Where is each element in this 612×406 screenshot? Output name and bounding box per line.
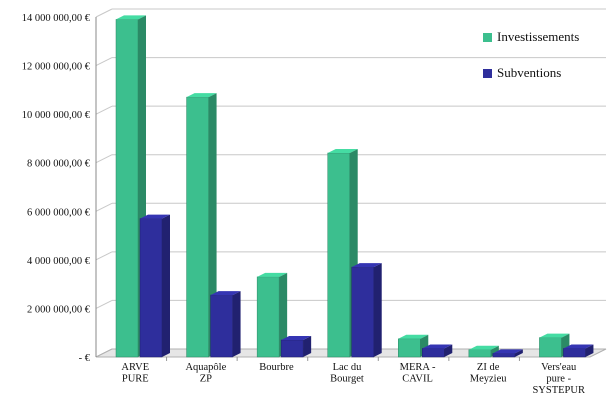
- x-tick-label: ZI de Meyzieu: [470, 362, 507, 385]
- bar-side: [585, 344, 594, 357]
- y-tick-labels: - € 2 000 000,00 € 4 000 000,00 € 6 000 000…: [22, 13, 91, 364]
- bar-front: [327, 152, 350, 358]
- bar-front: [422, 348, 445, 358]
- bar-side: [208, 93, 217, 358]
- bar-subventions-5: [492, 349, 523, 358]
- x-tick-label: MERA -CAVIL: [400, 362, 436, 385]
- bar-top: [351, 263, 382, 268]
- bar-top: [140, 214, 170, 219]
- bar-side: [303, 336, 312, 357]
- bar-front: [563, 348, 586, 358]
- bar-subventions-2: [280, 336, 312, 358]
- bar-front: [398, 338, 421, 358]
- bar-front: [351, 266, 374, 358]
- legend-swatch: [483, 33, 492, 42]
- bar-subventions-3: [351, 263, 382, 358]
- bar-top: [539, 333, 570, 338]
- bar-subventions-6: [563, 344, 594, 358]
- gridline-depth: [95, 8, 113, 18]
- x-tick-label: Lac du Bourget: [330, 362, 364, 385]
- bar-front: [280, 339, 304, 358]
- bar-front: [186, 96, 209, 358]
- bar-top: [492, 349, 523, 354]
- bar-front: [139, 218, 163, 358]
- bar-top: [563, 344, 594, 349]
- bar-investissements-2: [256, 272, 288, 358]
- bar-side: [162, 214, 170, 357]
- gridline-depth: [95, 251, 113, 261]
- bar-front: [115, 19, 139, 358]
- bar-investissements-1: [186, 93, 217, 358]
- y-tick-label: - €: [79, 353, 91, 364]
- bar-side: [279, 272, 288, 357]
- bar-subventions-0: [139, 214, 170, 358]
- gridline-depth: [95, 202, 113, 212]
- bar-top: [281, 336, 312, 340]
- bar-subventions-4: [422, 344, 453, 358]
- y-tick-label: 4 000 000,00 €: [27, 256, 91, 267]
- x-tick-labels: ARVE PURE Aquapôle ZP Bourbre Lac du Bourget ME…: [121, 362, 585, 396]
- y-tick-label: 12 000 000,00 €: [22, 62, 91, 73]
- legend-label: Subventions: [497, 65, 561, 80]
- bar-side: [444, 344, 453, 357]
- bar-side: [373, 263, 382, 357]
- x-tick-label: Bourbre: [259, 362, 294, 373]
- gridline-depth: [95, 154, 113, 164]
- bar-top: [468, 345, 499, 350]
- bar-top: [257, 272, 288, 277]
- gridline-depth: [95, 105, 113, 115]
- x-tick-label: Aquapôle ZP: [185, 362, 226, 385]
- y-tick-label: 6 000 000,00 €: [27, 207, 91, 218]
- x-tick-label: Vers'eau pure -SYSTEPUR: [532, 362, 585, 396]
- bar-top: [327, 149, 358, 153]
- gridline-depth: [95, 57, 113, 67]
- legend: Investissements Subventions: [483, 29, 579, 80]
- bar-top: [210, 291, 241, 296]
- bar-front: [539, 337, 562, 358]
- legend-label: Investissements: [497, 29, 579, 44]
- legend-swatch: [483, 69, 492, 78]
- bar-top: [398, 334, 429, 339]
- bar-top: [422, 344, 453, 349]
- y-tick-label: 2 000 000,00 €: [27, 304, 91, 315]
- bar-front: [210, 294, 233, 358]
- bar-side: [514, 349, 523, 357]
- y-tick-label: 8 000 000,00 €: [27, 159, 91, 170]
- gridline-depth: [95, 299, 113, 309]
- y-tick-label: 10 000 000,00 €: [22, 110, 91, 121]
- bar-top: [186, 93, 217, 98]
- bar-front: [256, 276, 280, 358]
- bar-front: [492, 353, 516, 358]
- bar-subventions-1: [210, 291, 241, 358]
- x-tick-label: ARVE PURE: [121, 362, 149, 385]
- y-tick-label: 14 000 000,00 €: [22, 13, 91, 24]
- bar-top: [116, 15, 146, 20]
- bar-front: [468, 349, 492, 358]
- bar-side: [232, 291, 241, 357]
- bars: [115, 15, 594, 358]
